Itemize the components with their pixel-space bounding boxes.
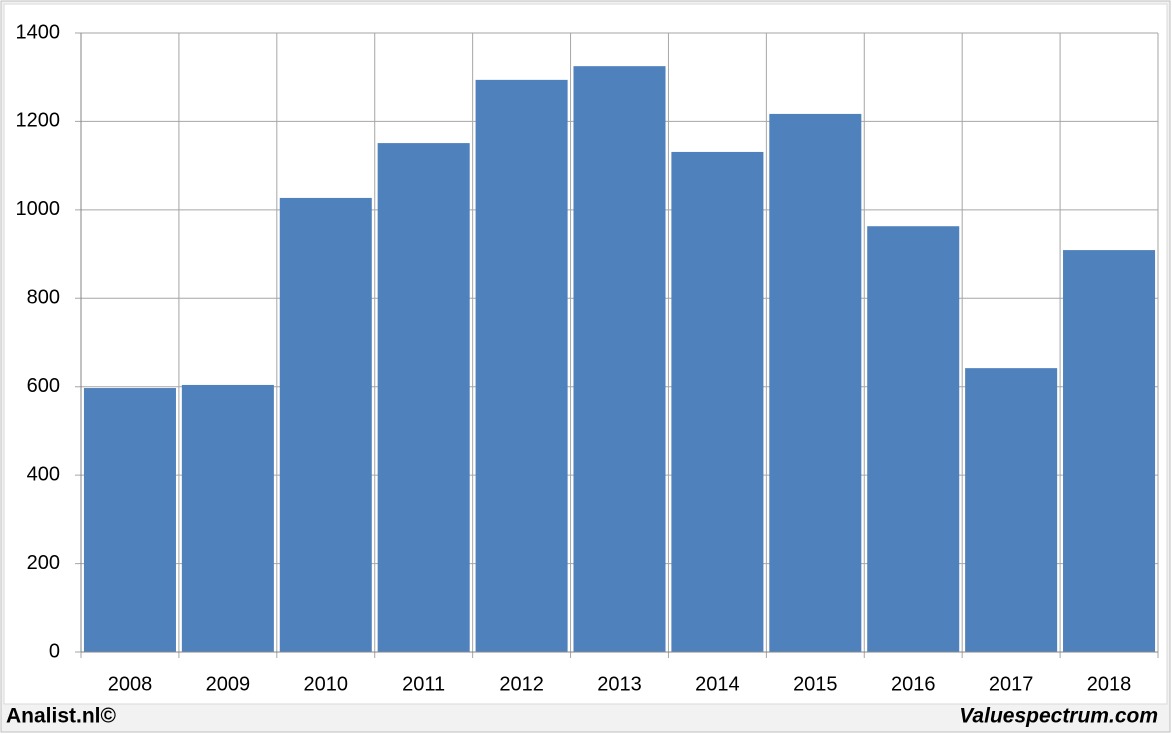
x-tick-label: 2015 <box>793 673 838 695</box>
bar <box>279 197 372 652</box>
bar <box>181 384 274 652</box>
y-tick-label: 1000 <box>16 198 61 220</box>
y-tick-label: 0 <box>49 640 60 662</box>
x-tick-label: 2013 <box>597 673 642 695</box>
x-tick-label: 2014 <box>695 673 740 695</box>
bar <box>671 151 764 652</box>
bar <box>475 79 568 653</box>
bar <box>377 143 470 652</box>
bar <box>769 113 862 653</box>
bar <box>83 388 176 652</box>
y-tick-label: 600 <box>27 375 60 397</box>
bar <box>1063 250 1156 652</box>
footer-right: Valuespectrum.com <box>959 705 1158 728</box>
x-tick-label: 2011 <box>402 673 445 695</box>
x-tick-label: 2010 <box>304 673 349 695</box>
y-tick-label: 1400 <box>16 21 61 43</box>
x-tick-label: 2017 <box>989 673 1034 695</box>
x-tick-label: 2016 <box>891 673 936 695</box>
y-tick-label: 800 <box>27 287 60 309</box>
footer-left: Analist.nl© <box>6 705 117 728</box>
y-tick-label: 400 <box>27 463 60 485</box>
y-tick-label: 1200 <box>16 110 61 132</box>
x-tick-label: 2008 <box>108 673 153 695</box>
bar <box>965 368 1058 652</box>
bar <box>573 66 666 653</box>
x-tick-label: 2012 <box>499 673 544 695</box>
x-tick-label: 2009 <box>206 673 251 695</box>
x-tick-label: 2018 <box>1087 673 1132 695</box>
y-tick-label: 200 <box>27 552 60 574</box>
bar <box>867 226 960 652</box>
